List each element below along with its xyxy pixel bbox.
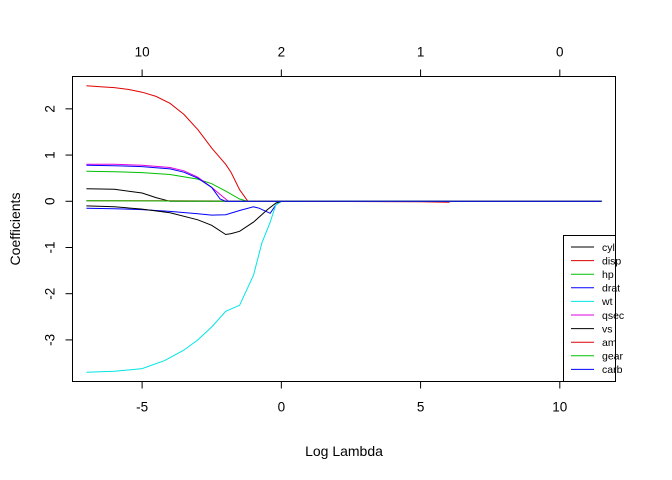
series-line-3 (86, 170, 602, 202)
series-line-5 (86, 200, 602, 373)
plot-box (72, 76, 616, 382)
legend-label: drat (602, 283, 620, 295)
x-tick-label: 0 (278, 400, 286, 415)
y-tick-label: 2 (43, 105, 58, 113)
legend-label: hp (602, 269, 614, 281)
top-tick-label: 0 (556, 45, 564, 60)
y-tick-label: 1 (43, 151, 58, 159)
series-line-4 (86, 200, 602, 216)
y-tick-label: 0 (43, 198, 58, 206)
series-line-2 (86, 85, 602, 202)
top-tick-label: 2 (278, 45, 286, 60)
series-line-1 (86, 188, 602, 202)
series-line-6 (86, 163, 602, 202)
legend-label: carb (602, 364, 623, 376)
x-tick-label: 5 (417, 400, 425, 415)
legend-box (563, 235, 616, 382)
y-axis-label: Coefficients (7, 193, 23, 266)
legend-label: vs (602, 323, 613, 335)
y-tick-label: -2 (43, 288, 58, 300)
y-tick-label: -3 (43, 334, 58, 346)
legend-label: cyl (602, 242, 615, 254)
x-tick-label: 10 (552, 400, 567, 415)
x-tick-label: -5 (136, 400, 148, 415)
legend-label: disp (602, 255, 621, 267)
x-axis: -5 0 5 10 (136, 381, 567, 415)
top-tick-label: 10 (135, 45, 150, 60)
legend-label: wt (601, 296, 613, 308)
series-lines (86, 85, 602, 373)
legend-label: gear (602, 351, 624, 363)
top-tick-label: 1 (417, 45, 425, 60)
y-tick-label: -1 (43, 241, 58, 253)
legend-label: am (602, 337, 617, 349)
top-axis: 10 2 1 0 (135, 45, 564, 77)
x-axis-label: Log Lambda (305, 443, 383, 459)
series-line-7 (86, 200, 602, 236)
y-axis: -3 -2 -1 0 1 2 (43, 105, 73, 346)
series-line-10 (86, 164, 602, 202)
legend-label: qsec (602, 310, 624, 322)
